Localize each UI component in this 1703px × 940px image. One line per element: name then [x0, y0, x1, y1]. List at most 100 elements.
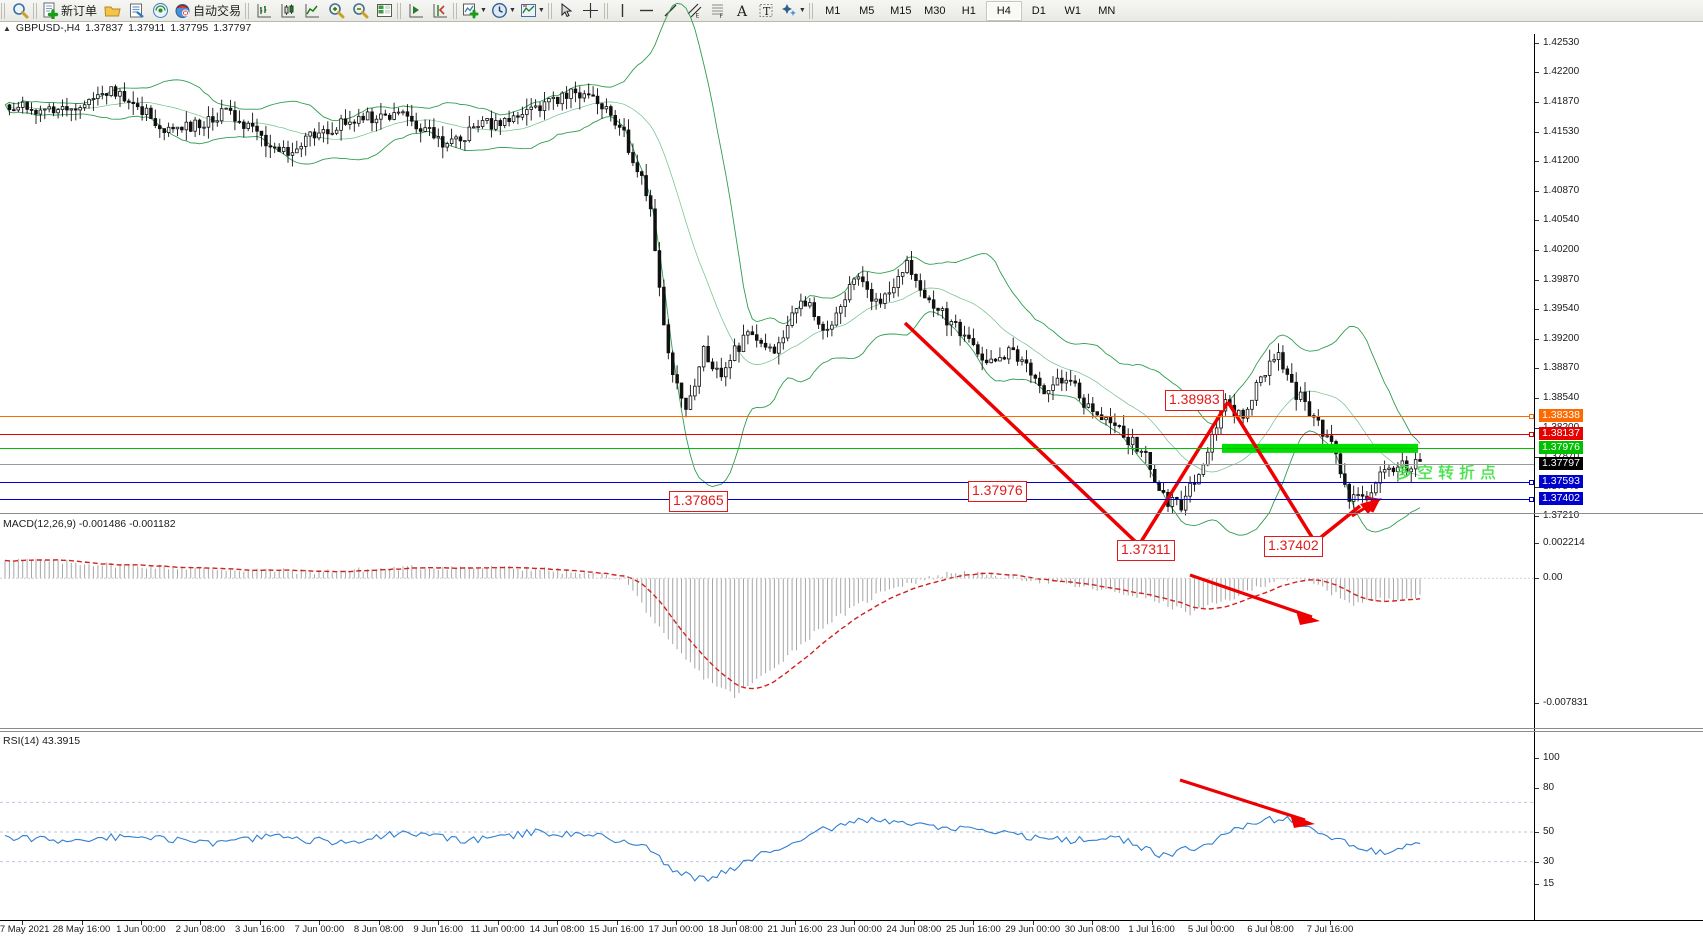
price-annotation-label[interactable]: 1.37311: [1117, 540, 1175, 561]
collapse-triangle-icon[interactable]: ▲: [3, 23, 11, 33]
crosshair-tool-icon[interactable]: [579, 1, 603, 21]
price-annotation-label[interactable]: 1.37402: [1264, 536, 1323, 557]
toolbar-grip-tf[interactable]: [808, 2, 813, 19]
signals-icon[interactable]: [148, 1, 172, 21]
time-tick-label: 9 Jun 16:00: [413, 924, 464, 935]
chevron-down-icon[interactable]: ▼: [508, 7, 516, 14]
cursor-tool-icon[interactable]: [555, 1, 579, 21]
crosshair-tool-icon: [582, 2, 599, 19]
chevron-down-icon[interactable]: ▼: [798, 7, 806, 14]
chart-window-icon[interactable]: [372, 1, 396, 21]
templates-icon[interactable]: ▼: [518, 1, 547, 21]
toolbar-grip-0[interactable]: [1, 2, 5, 19]
timeframe-h1[interactable]: H1: [961, 4, 976, 17]
magnifier-search-icon[interactable]: [8, 1, 32, 21]
time-tick-mark: [616, 921, 618, 925]
time-tick-label: 14 Jun 08:00: [529, 924, 585, 935]
chart-canvas[interactable]: 1.42530 1.42200 1.41870 1.41530 1.41200 1.408…: [0, 2, 1703, 920]
time-tick-label: 21 Jun 16:00: [767, 924, 823, 935]
toolbar-grip-4[interactable]: [453, 2, 458, 19]
period-clock-icon[interactable]: ▼: [489, 1, 518, 21]
chevron-down-icon[interactable]: ▼: [480, 7, 487, 14]
fibonacci-tool-icon[interactable]: F: [707, 1, 731, 21]
time-tick-mark: [22, 921, 23, 925]
autotrading-button[interactable]: 自动交易: [172, 1, 244, 21]
price-level-knob[interactable]: [1529, 413, 1534, 419]
timeframe-w1[interactable]: W1: [1064, 4, 1082, 17]
equidistant-channel-tool-icon[interactable]: E: [683, 1, 707, 21]
metaeditor-icon[interactable]: [100, 1, 124, 21]
rsi-pane[interactable]: RSI(14) 43.3915 100 80 50 30 15: [0, 734, 1703, 920]
templates-icon: [520, 2, 537, 19]
price-level-knob[interactable]: [1529, 431, 1534, 437]
timeframe-d1[interactable]: D1: [1031, 4, 1046, 17]
macd-pane[interactable]: MACD(12,26,9) -0.001486 -0.001182 0.0022…: [0, 517, 1703, 713]
price-tick-mark: [1535, 397, 1539, 399]
trendline-tool-icon: [662, 2, 679, 19]
time-tick-label: 8 Jun 08:00: [353, 924, 404, 935]
time-tick-mark: [438, 921, 440, 925]
tester-icon[interactable]: [124, 1, 148, 21]
timeframe-m1[interactable]: M1: [825, 4, 841, 17]
zoom-out-icon[interactable]: [348, 1, 372, 21]
new-order-button[interactable]: 新订单: [40, 1, 100, 21]
timeframe-m15[interactable]: M15: [890, 4, 912, 17]
price-level-knob[interactable]: [1529, 479, 1534, 485]
bar-chart-icon[interactable]: [252, 1, 276, 21]
price-annotation-label[interactable]: 1.37865: [669, 491, 728, 512]
text-label-tool-icon: T: [758, 2, 775, 19]
price-annotation-label[interactable]: 1.38983: [1165, 390, 1224, 411]
price-tick-mark: [1535, 368, 1539, 370]
time-tick-mark: [1330, 921, 1331, 925]
metaeditor-icon: [103, 2, 121, 19]
time-tick-mark: [854, 921, 856, 925]
price-annotation-label[interactable]: 1.37976: [968, 481, 1027, 502]
time-tick-label: 11 Jun 00:00: [470, 924, 525, 935]
chart-shift-icon[interactable]: [428, 1, 452, 21]
toolbar-grip-3[interactable]: [397, 2, 402, 19]
time-tick-mark: [973, 921, 975, 925]
price-level-label: 1.37593: [1539, 475, 1583, 489]
add-indicator-icon[interactable]: ▼: [460, 1, 489, 21]
quote-low: 1.37795: [170, 22, 209, 34]
price-pane[interactable]: 1.42530 1.42200 1.41870 1.41530 1.41200 1.408…: [0, 2, 1703, 561]
candlestick-chart-icon[interactable]: [276, 1, 300, 21]
text-tool-icon[interactable]: A: [731, 1, 755, 21]
timeframe-m5[interactable]: M5: [859, 4, 875, 17]
toolbar-grip-2[interactable]: [245, 2, 250, 19]
timeframe-mn[interactable]: MN: [1098, 4, 1116, 17]
zoom-in-icon[interactable]: [324, 1, 348, 21]
time-tick-label: 27 May 2021: [0, 924, 50, 935]
macd-tick-mark: [1535, 703, 1539, 704]
price-level-line[interactable]: [0, 431, 1534, 437]
auto-scroll-icon[interactable]: [404, 1, 428, 21]
toolbar-grip-5[interactable]: [547, 2, 552, 19]
timeframe-m30[interactable]: M30: [924, 4, 946, 17]
line-chart-icon[interactable]: [300, 1, 324, 21]
price-level-line[interactable]: [0, 496, 1534, 502]
price-level-knob[interactable]: [1529, 496, 1534, 502]
price-level-line[interactable]: [0, 479, 1534, 485]
shapes-tool-icon[interactable]: ▼: [779, 1, 808, 21]
timeframe-h4[interactable]: H4: [985, 0, 1022, 21]
add-indicator-icon: [462, 2, 479, 19]
time-tick-label: 30 Jun 08:00: [1064, 924, 1120, 935]
time-tick-mark: [378, 921, 380, 925]
price-tick-mark: [1535, 43, 1539, 44]
chevron-down-icon[interactable]: ▼: [537, 7, 545, 14]
price-tick-label: 1.37870: [1543, 451, 1579, 462]
price-level-line[interactable]: [0, 413, 1534, 419]
horizontal-line-tool-icon[interactable]: [635, 1, 659, 21]
time-tick-label: 5 Jul 00:00: [1187, 924, 1235, 935]
time-tick-label: 1 Jul 16:00: [1128, 924, 1175, 935]
toolbar-grip-6[interactable]: [603, 2, 608, 19]
chinese-note-label[interactable]: 多空转折点: [1396, 463, 1502, 482]
price-level-line[interactable]: [0, 447, 1534, 449]
vertical-line-tool-icon[interactable]: [611, 1, 635, 21]
time-tick-label: 2 Jun 08:00: [175, 924, 226, 935]
toolbar-grip-1[interactable]: [33, 2, 37, 19]
text-label-tool-icon[interactable]: T: [755, 1, 779, 21]
trendline-tool-icon[interactable]: [659, 1, 683, 21]
bar-chart-icon: [256, 2, 273, 19]
price-level-line[interactable]: [0, 463, 1534, 465]
